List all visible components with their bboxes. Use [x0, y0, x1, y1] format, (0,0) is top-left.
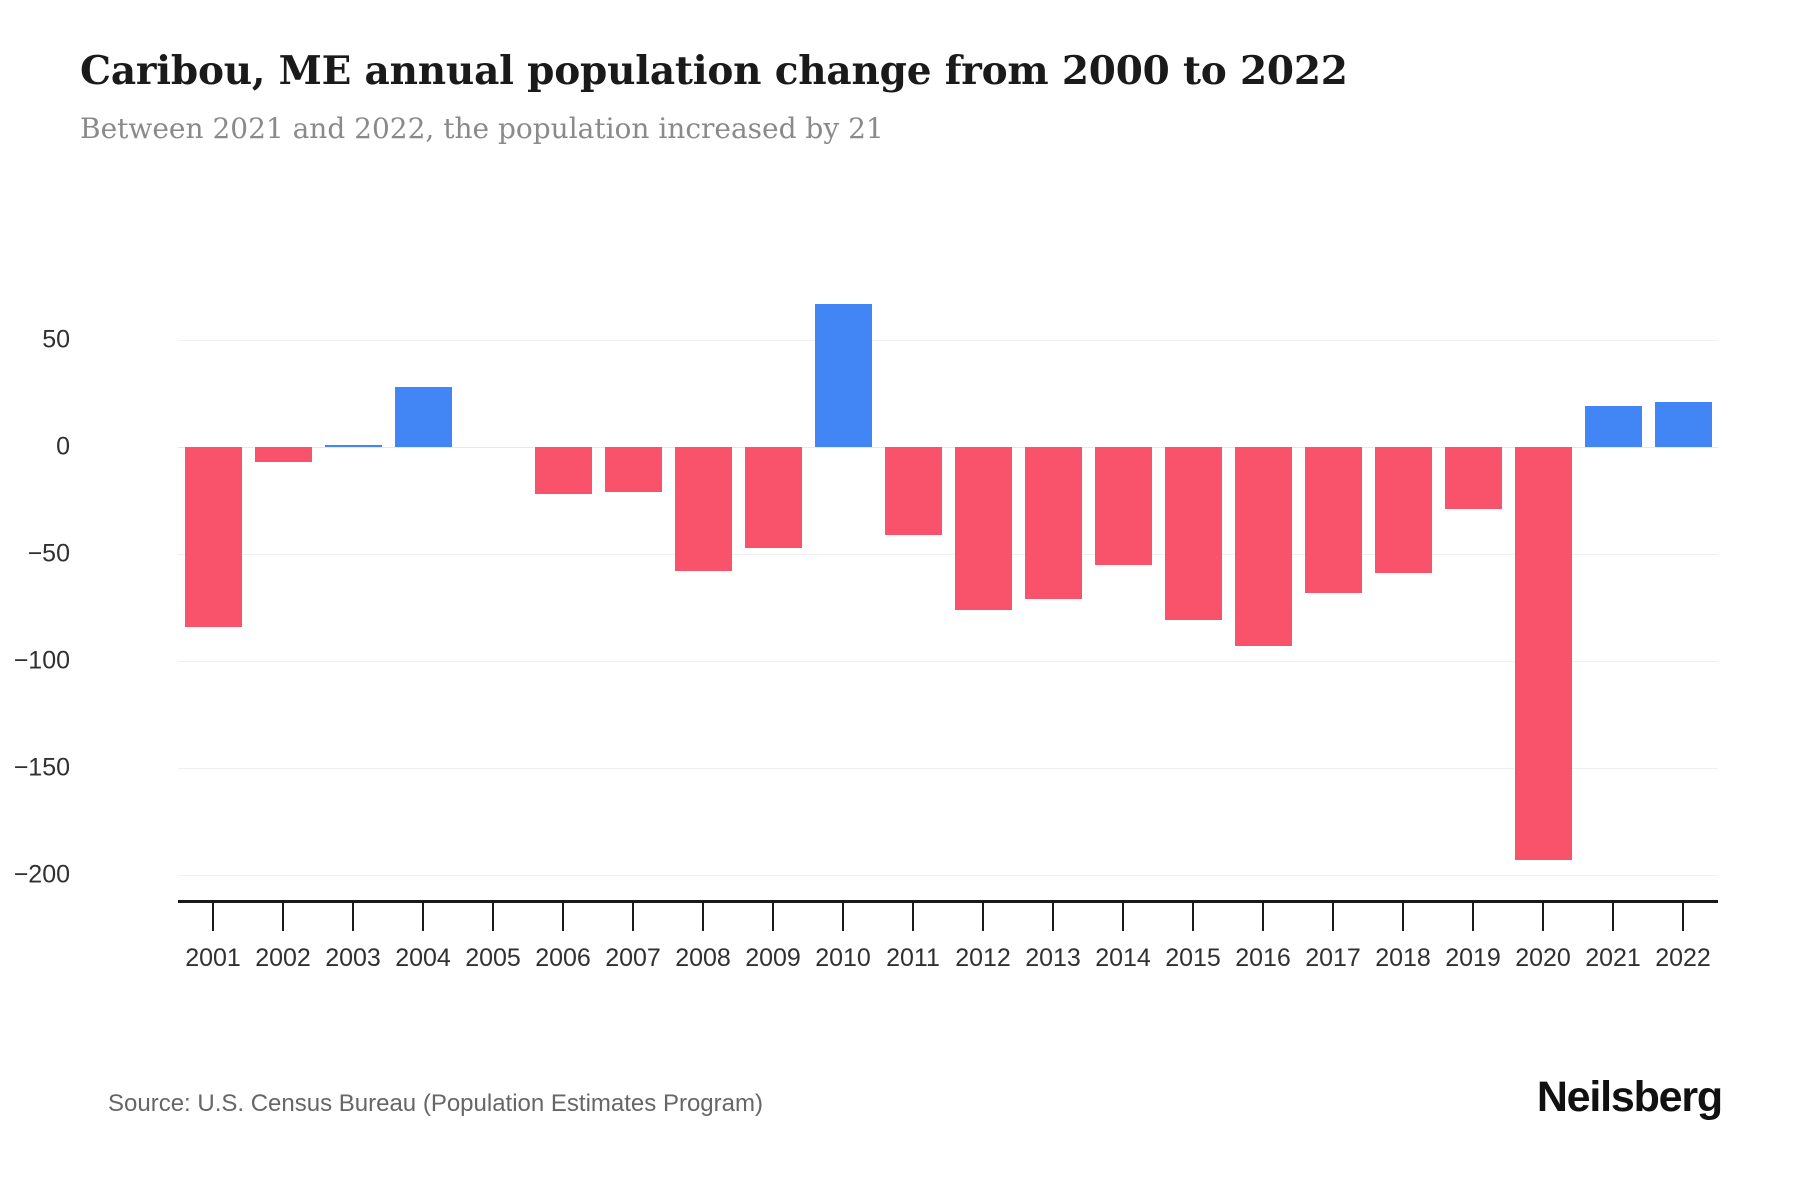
x-axis-tick-label: 2015	[1165, 944, 1221, 972]
x-axis-tick-label: 2002	[255, 944, 311, 972]
x-axis-tick-label: 2010	[815, 944, 871, 972]
bar[interactable]	[744, 447, 802, 548]
x-axis-tick	[422, 903, 424, 931]
x-axis-tick	[212, 903, 214, 931]
bar[interactable]	[1654, 402, 1712, 447]
x-axis-line	[178, 900, 1718, 903]
chart-subtitle: Between 2021 and 2022, the population in…	[80, 111, 884, 145]
bar[interactable]	[674, 447, 732, 572]
bar[interactable]	[254, 447, 312, 462]
y-axis-tick-label: −100	[13, 646, 70, 675]
gridline	[178, 875, 1718, 876]
source-note: Source: U.S. Census Bureau (Population E…	[108, 1090, 763, 1117]
x-axis-tick-label: 2017	[1305, 944, 1361, 972]
y-axis-tick-label: 50	[42, 325, 70, 354]
x-axis-tick-label: 2021	[1585, 944, 1641, 972]
x-axis-tick	[282, 903, 284, 931]
gridline	[178, 447, 1718, 448]
y-axis-tick-label: −50	[27, 539, 70, 568]
bar[interactable]	[1584, 406, 1642, 447]
bar[interactable]	[394, 387, 452, 447]
bar[interactable]	[1234, 447, 1292, 647]
chart-header: Caribou, ME annual population change fro…	[80, 48, 1720, 147]
gridline	[178, 768, 1718, 769]
x-axis-tick	[1542, 903, 1544, 931]
x-axis-tick-label: 2013	[1025, 944, 1081, 972]
bar[interactable]	[1514, 447, 1572, 861]
bar[interactable]	[604, 447, 662, 492]
x-axis-tick	[352, 903, 354, 931]
gridline	[178, 554, 1718, 555]
brand-logo: Neilsberg	[1536, 1073, 1723, 1121]
bar[interactable]	[1024, 447, 1082, 599]
y-axis-tick-label: −150	[13, 753, 70, 782]
x-axis-tick-label: 2003	[325, 944, 381, 972]
x-axis-tick-label: 2001	[185, 944, 241, 972]
x-axis-tick-label: 2007	[605, 944, 661, 972]
x-axis-tick-label: 2009	[745, 944, 801, 972]
x-axis-tick-label: 2018	[1375, 944, 1431, 972]
x-axis-tick-label: 2020	[1515, 944, 1571, 972]
x-axis-tick	[982, 903, 984, 931]
bar[interactable]	[1374, 447, 1432, 574]
bar[interactable]	[1094, 447, 1152, 565]
x-axis-tick	[1612, 903, 1614, 931]
bar[interactable]	[1164, 447, 1222, 621]
x-axis-tick	[632, 903, 634, 931]
y-axis-tick-label: 0	[56, 432, 70, 461]
bar[interactable]	[184, 447, 242, 627]
x-axis-tick-label: 2016	[1235, 944, 1291, 972]
bar[interactable]	[324, 444, 382, 447]
x-axis-tick-label: 2014	[1095, 944, 1151, 972]
x-axis-tick	[1122, 903, 1124, 931]
x-axis-tick	[912, 903, 914, 931]
bar[interactable]	[534, 447, 592, 495]
bar[interactable]	[1304, 447, 1362, 593]
x-axis-tick	[562, 903, 564, 931]
x-axis-tick-label: 2012	[955, 944, 1011, 972]
page-title: Caribou, ME annual population change fro…	[80, 48, 1348, 94]
gridline	[178, 340, 1718, 341]
x-axis-tick	[1332, 903, 1334, 931]
x-axis-tick	[492, 903, 494, 931]
x-axis-tick	[842, 903, 844, 931]
gridline	[178, 661, 1718, 662]
x-axis-tick-label: 2022	[1655, 944, 1711, 972]
x-axis-tick	[702, 903, 704, 931]
x-axis-tick	[1472, 903, 1474, 931]
x-axis-tick	[1402, 903, 1404, 931]
x-axis-tick-label: 2005	[465, 944, 521, 972]
x-axis-tick	[1682, 903, 1684, 931]
x-axis-tick-label: 2006	[535, 944, 591, 972]
x-axis-tick-label: 2004	[395, 944, 451, 972]
x-axis-tick-label: 2011	[886, 944, 940, 972]
bar[interactable]	[884, 447, 942, 535]
x-axis-tick	[1192, 903, 1194, 931]
x-axis-tick-label: 2019	[1445, 944, 1501, 972]
bar[interactable]	[954, 447, 1012, 610]
x-axis-tick	[1262, 903, 1264, 931]
bar[interactable]	[814, 303, 872, 447]
bar[interactable]	[1444, 447, 1502, 510]
x-axis-tick-label: 2008	[675, 944, 731, 972]
x-axis-tick	[1052, 903, 1054, 931]
x-axis-tick	[772, 903, 774, 931]
y-axis-tick-label: −200	[13, 860, 70, 889]
bars-group	[178, 250, 1718, 900]
